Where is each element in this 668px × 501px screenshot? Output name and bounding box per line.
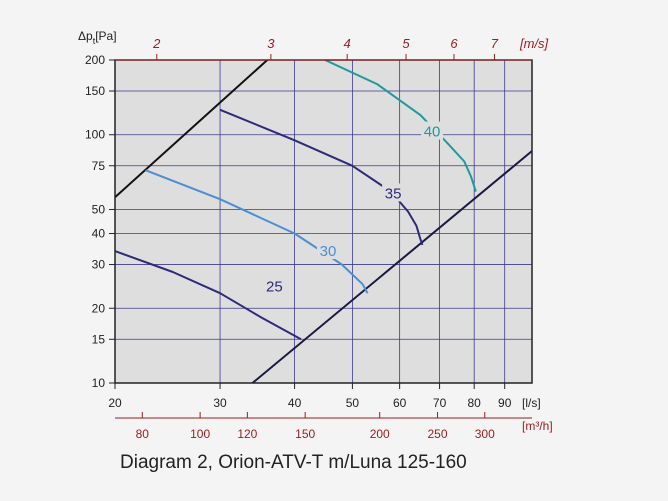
plot-area [115,60,532,383]
y-tick-label: 75 [92,159,106,173]
curve-label-bg-30 [316,241,339,260]
curve-label-bg-35 [382,183,405,202]
m3h-tick-label: 120 [237,427,257,441]
boundary-line-upper [115,60,268,198]
y-tick-label: 200 [85,53,105,67]
m3h-tick-label: 200 [370,427,390,441]
x-tick-label: 40 [288,396,302,410]
curve-25 [115,250,302,341]
m3h-tick-label: 100 [190,427,210,441]
curve-35 [219,108,424,246]
velocity-tick-label: 4 [344,36,351,51]
velocity-tick-label: 7 [491,36,499,51]
x-tick-label: 20 [108,396,122,410]
x-tick-label: 50 [346,396,360,410]
m3h-tick-label: 250 [428,427,448,441]
x-tick-label: 70 [433,396,447,410]
y-tick-label: 10 [92,376,106,390]
m3h-tick-label: 80 [136,427,150,441]
diagram-caption: Diagram 2, Orion-ATV-T m/Luna 125-160 [120,452,467,473]
curve-label-25: 25 [266,278,283,295]
y-axis-label: Δpt[Pa] [78,29,117,46]
y-tick-label: 20 [92,301,106,315]
velocity-tick-label: 2 [152,36,161,51]
velocity-tick-label: 5 [402,36,410,51]
y-tick-label: 150 [85,84,105,98]
velocity-axis-label: [m/s] [519,36,549,51]
y-tick-label: 30 [92,258,106,272]
x-tick-label: 80 [468,396,482,410]
curve-label-30: 30 [320,243,337,260]
velocity-tick-label: 3 [267,36,275,51]
curve-40 [324,60,477,192]
curve-label-bg-40 [421,121,444,140]
y-tick-label: 40 [92,227,106,241]
x-axis-label-ls: [l/s] [522,396,541,410]
x-tick-label: 60 [393,396,407,410]
y-tick-label: 100 [85,128,105,142]
m3h-tick-label: 300 [475,427,495,441]
y-tick-label: 50 [92,202,106,216]
curve-label-bg-25 [263,276,286,295]
m3h-tick-label: 150 [295,427,315,441]
x-axis-label-m3h: [m³/h] [522,419,553,433]
x-tick-label: 30 [213,396,227,410]
curve-label-40: 40 [424,124,441,141]
x-tick-label: 90 [498,396,512,410]
curve-label-35: 35 [385,185,402,202]
velocity-tick-label: 6 [450,36,458,51]
y-tick-label: 15 [92,332,106,346]
boundary-line-lower [251,150,532,383]
